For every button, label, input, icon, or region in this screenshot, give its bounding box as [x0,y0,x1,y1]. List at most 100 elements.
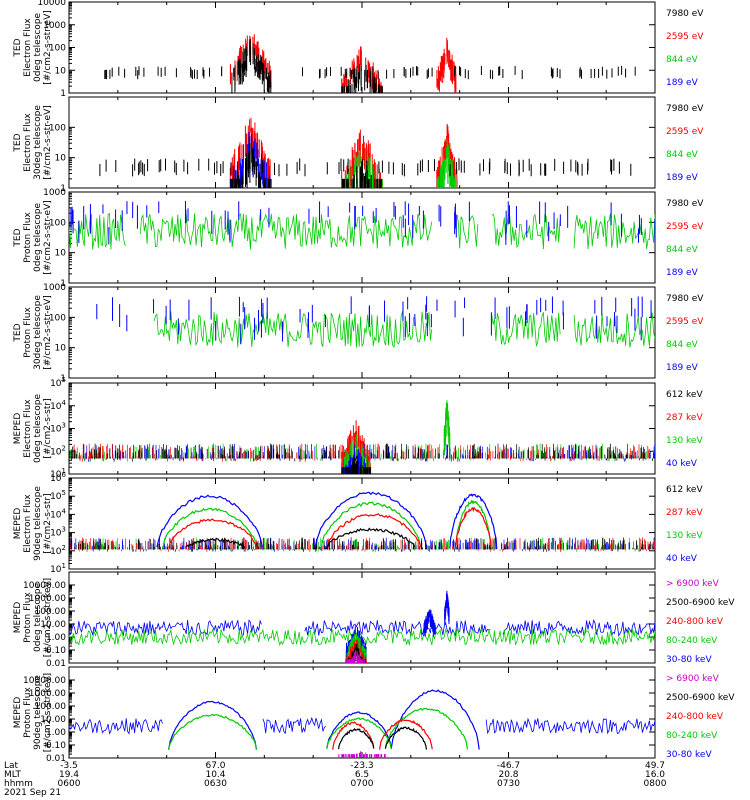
y-axis-label: TED Proton Flux 0deg telescope [#/cm2-s-str… [13,200,53,275]
series-hump [338,727,375,750]
series-hump [168,518,258,549]
data-series [69,689,655,758]
legend-entry: 7980 eV [666,9,704,19]
y-axis-label-line: 90deg telescope [33,486,43,561]
y-tick-label: 100 [49,44,66,54]
y-axis-label-line: 30deg telescope [33,105,43,180]
legend-entry: 189 eV [666,173,699,183]
x-tick-label: 67.0 [205,761,225,771]
panel-frame [68,1,656,94]
y-axis-label-line: [#/cm2-s-str-eV] [43,105,53,180]
y-axis-label-line: MEPED [13,413,23,445]
panel-1: 1 10 100 1000 10000 TED Electron Flux 0deg tele… [13,0,704,99]
x-tick-label: 0800 [644,779,667,789]
y-axis-label-line: [#/cm2-s-str] [43,493,53,553]
y-axis-label-line: TED [13,38,23,57]
legend-entry: 2595 eV [666,317,704,327]
y-tick-label: 1000.00 [29,594,66,604]
y-axis-label-line: 0deg telescope [33,203,43,273]
legend-entry: 2500-6900 keV [666,598,735,608]
y-axis-label-line: 0deg telescope [33,394,43,464]
noise-floor [70,443,653,462]
series-hump [455,499,492,549]
y-tick-label: 1 [60,89,66,99]
noise-floor [69,537,654,552]
legend-entry: 40 keV [666,554,698,564]
y-tick-label: 10.00 [40,715,66,725]
y-axis-label-line: [#/cm2-s-str-keV] [43,578,53,657]
y-axis-label-line: MEPED [13,508,23,540]
y-tick-label: 101 [50,562,66,575]
legend-entry: 189 eV [666,268,699,278]
burst-spikes [345,650,366,663]
panel-frame [68,477,656,570]
series-hump [390,689,480,750]
y-axis-label: MEPED Electron Flux 0deg telescope [#/cm2-s… [13,394,53,464]
y-tick-label: 1.00 [46,728,66,738]
series-hump [168,713,258,750]
y-axis-label-line: 0deg telescope [33,13,43,83]
sparse-spikes [99,158,632,177]
legend-entry: 612 keV [666,485,703,495]
y-tick-label: 10000 [37,0,66,8]
panel-frame [68,286,656,379]
y-tick-label: 1000.00 [29,689,66,699]
y-axis-label-line: TED [13,323,23,342]
y-tick-label: 10 [55,344,67,354]
x-tick-label: -3.5 [60,761,78,771]
legend-entry: 2595 eV [666,222,704,232]
burst-spikes [341,64,383,93]
y-tick-label: 10000.00 [23,581,66,591]
series-hump [156,494,263,548]
y-tick-label: 1 [60,279,66,289]
date-label: 2021 Sep 21 [4,788,61,798]
y-axis-label-line: Electron Flux [23,18,33,77]
y-tick-label: 104 [50,399,66,412]
series-line [69,618,655,637]
panel-5: 101 102 103 104 105 MEPED Electron Flux 0deg te… [13,376,703,480]
data-series [96,296,655,349]
legend-entry: 844 eV [666,55,699,65]
panel-frame [68,191,656,284]
y-axis-label-line: 90deg telescope [33,675,43,750]
y-tick-label: 103 [50,526,66,539]
x-tick-label: 10.4 [205,770,225,780]
noise-floor [70,537,655,552]
y-tick-label: 105 [50,489,66,502]
series-hump [320,501,422,549]
sparse-spikes [104,65,636,80]
y-tick-label: 0.10 [46,646,66,656]
series-hump [449,493,498,549]
legend-entry: 844 eV [666,245,699,255]
x-tick-label: 16.0 [645,770,665,780]
x-tick-label: 49.7 [645,761,665,771]
series-hump [168,700,258,750]
burst-spikes [229,117,271,188]
y-axis-label-line: MEPED [13,697,23,729]
legend-entry: 130 keV [666,436,703,446]
data-series [99,117,632,188]
y-tick-label: 101 [50,467,66,480]
legend-entry: > 6900 keV [666,579,720,589]
y-tick-label: 0.10 [46,741,66,751]
y-axis-label-line: Electron Flux [23,494,33,553]
y-tick-label: 100.00 [35,607,67,617]
x-tick-label: 0730 [497,779,520,789]
y-tick-label: 10000.00 [23,676,66,686]
x-tick-label: 20.8 [498,770,518,780]
legend-entry: 130 keV [666,531,703,541]
y-axis-label-line: Proton Flux [23,592,33,643]
y-axis-label-line: Electron Flux [23,399,33,458]
legend-entry: 240-800 keV [666,712,724,722]
panel-8: 0.010.101.0010.00100.001000.0010000.00ME… [13,666,735,764]
legend-entry: 40 keV [666,459,698,469]
y-axis-label: MEPED Proton Flux 0deg telescope [#/cm2-s-s… [13,578,53,657]
series-hump [162,507,258,549]
series-hump [314,491,428,548]
x-row-label: Lat [4,761,19,771]
data-series [69,200,655,250]
series-hump [379,719,433,750]
x-tick-label: 19.4 [59,770,79,780]
